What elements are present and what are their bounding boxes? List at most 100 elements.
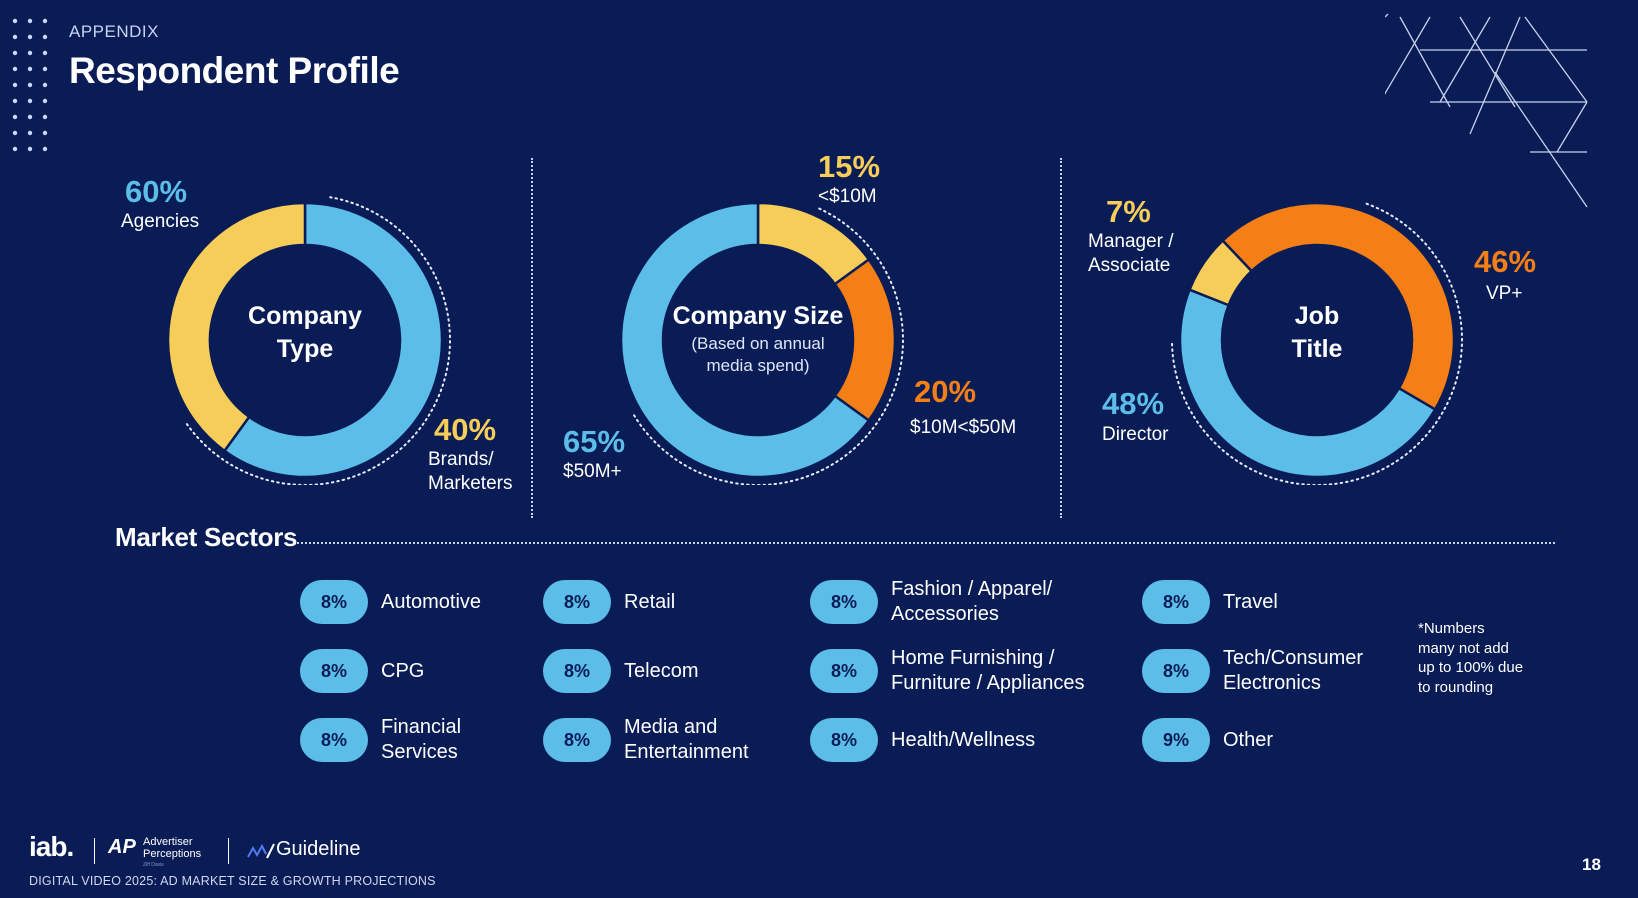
sector-value-pill: 8% (810, 718, 878, 762)
page-number: 18 (1582, 855, 1601, 874)
agencies-label: 60% Agencies (121, 174, 199, 234)
category-label: VP+ (1486, 283, 1523, 304)
page-title: Respondent Profile (69, 50, 400, 91)
decorative-dot (12, 82, 18, 88)
company-size-center-title: Company Size (Based on annual media spen… (673, 300, 844, 377)
sector-label-line: Financial (381, 716, 462, 738)
sector-label-line: Media and (624, 716, 718, 738)
decorative-dot (42, 98, 48, 104)
sector-label: Automotive (381, 590, 482, 613)
decorative-dot (12, 18, 18, 24)
decorative-dotted-ring (631, 207, 904, 485)
sector-label: Media and Entertainment (624, 715, 749, 765)
logo-separator (94, 838, 95, 864)
center-title-line: Company (248, 302, 362, 330)
decorative-dot (12, 34, 18, 40)
company-size-donut-chart (619, 201, 904, 485)
section-eyebrow: APPENDIX (69, 22, 159, 41)
center-subtitle-line: media spend) (706, 356, 810, 375)
sector-value-pill: 8% (810, 580, 878, 624)
over-50m-label: 65% $50M+ (563, 424, 625, 484)
center-subtitle-line: (Based on annual (691, 334, 825, 353)
decorative-dotted-ring (1171, 202, 1463, 485)
decorative-dot (27, 146, 33, 152)
category-label: $10M<$50M (910, 417, 1017, 438)
footnote-line: to rounding (1418, 678, 1494, 696)
sector-label: Retail (624, 590, 676, 613)
donut-slice-brands-marketers (166, 201, 307, 453)
sector-label-line: Tech/Consumer (1223, 647, 1364, 669)
sector-value-pill: 8% (1142, 580, 1210, 624)
job-title-donut-chart (1171, 201, 1463, 485)
decorative-dot (42, 66, 48, 72)
sector-label: Other (1223, 728, 1274, 751)
advertiser-perceptions-logo-mark: AP (108, 836, 136, 858)
sector-label: Health/Wellness (891, 728, 1036, 751)
decorative-dot-grid (12, 18, 48, 152)
sector-label-line: Home Furnishing / (891, 647, 1055, 669)
decorative-dot (42, 114, 48, 120)
donut-slice-10m-50m (833, 257, 897, 423)
decorative-dot (42, 146, 48, 152)
decorative-dot (12, 114, 18, 120)
category-label: <$10M (818, 186, 877, 207)
decorative-dot (42, 130, 48, 136)
footnote-line: many not add (1418, 639, 1509, 657)
logo-separator (228, 838, 229, 864)
category-label: Agencies (121, 211, 200, 232)
decorative-dot (12, 50, 18, 56)
footnote-line: up to 100% due (1418, 659, 1524, 676)
donut-slice-manager-associate (1187, 238, 1254, 307)
decorative-dot (27, 34, 33, 40)
donut-slice-agencies (222, 201, 444, 479)
decorative-dot (42, 18, 48, 24)
decorative-triangle-lines (1385, 13, 1588, 208)
sector-label-line: Electronics (1223, 672, 1321, 694)
category-label: Associate (1088, 255, 1171, 276)
decorative-dotted-ring (185, 196, 451, 485)
sector-label-line: Fashion / Apparel/ (891, 578, 1053, 600)
sector-value-pill: 8% (300, 718, 368, 762)
advertiser-perceptions-logo-text: Advertiser Perceptions (143, 836, 201, 860)
decorative-dot (12, 130, 18, 136)
donut-slice-director (1178, 288, 1437, 479)
decorative-dot (27, 82, 33, 88)
footnote: *Numbers many not add up to 100% due to … (1418, 619, 1523, 697)
decorative-dot (12, 98, 18, 104)
sector-label-line: Furniture / Appliances (891, 672, 1085, 694)
logo-text-line: Advertiser (143, 836, 193, 848)
category-label: Brands/ (428, 449, 494, 470)
10m-50m-label: 20% $10M<$50M (910, 374, 1016, 440)
sector-value-pill: 8% (300, 580, 368, 624)
category-label: Director (1102, 424, 1169, 445)
data-label: 46% (1474, 244, 1537, 279)
decorative-dot (27, 66, 33, 72)
category-label: Marketers (428, 473, 513, 494)
sector-value-pill: 8% (543, 718, 611, 762)
sector-value-pill: 9% (1142, 718, 1210, 762)
data-label: 65% (563, 424, 626, 459)
logo-text-line: Perceptions (143, 848, 202, 860)
sector-label: Fashion / Apparel/Accessories (891, 577, 1052, 627)
sector-label: Financial Services (381, 715, 461, 765)
data-label: 40% (434, 412, 497, 447)
sector-label: Travel (1223, 590, 1278, 613)
decorative-dot (42, 82, 48, 88)
decorative-dot (42, 34, 48, 40)
sector-label: Tech/Consumer Electronics (1223, 646, 1363, 696)
market-sectors-rule (297, 542, 1555, 544)
decorative-dot (27, 130, 33, 136)
guideline-logo-icon (247, 843, 275, 859)
brands-marketers-label: 40% Brands/ Marketers (428, 412, 512, 496)
center-title-line: Company Size (672, 302, 844, 330)
decorative-dot (27, 98, 33, 104)
donut-slice-50m (619, 201, 871, 479)
sector-value-pill: 8% (543, 580, 611, 624)
center-title-line: Title (1291, 335, 1343, 363)
sector-label: Home Furnishing / Furniture / Appliances (891, 646, 1084, 696)
decorative-dot (27, 50, 33, 56)
center-title-line: Type (276, 335, 334, 363)
decorative-dot (27, 18, 33, 24)
data-label: 7% (1106, 194, 1151, 229)
sector-label-line: Services (381, 741, 458, 763)
